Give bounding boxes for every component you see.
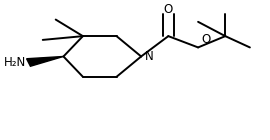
Text: N: N: [144, 50, 153, 63]
Text: H₂N: H₂N: [4, 56, 26, 69]
Polygon shape: [27, 56, 63, 66]
Text: O: O: [201, 33, 210, 46]
Text: O: O: [164, 3, 173, 16]
